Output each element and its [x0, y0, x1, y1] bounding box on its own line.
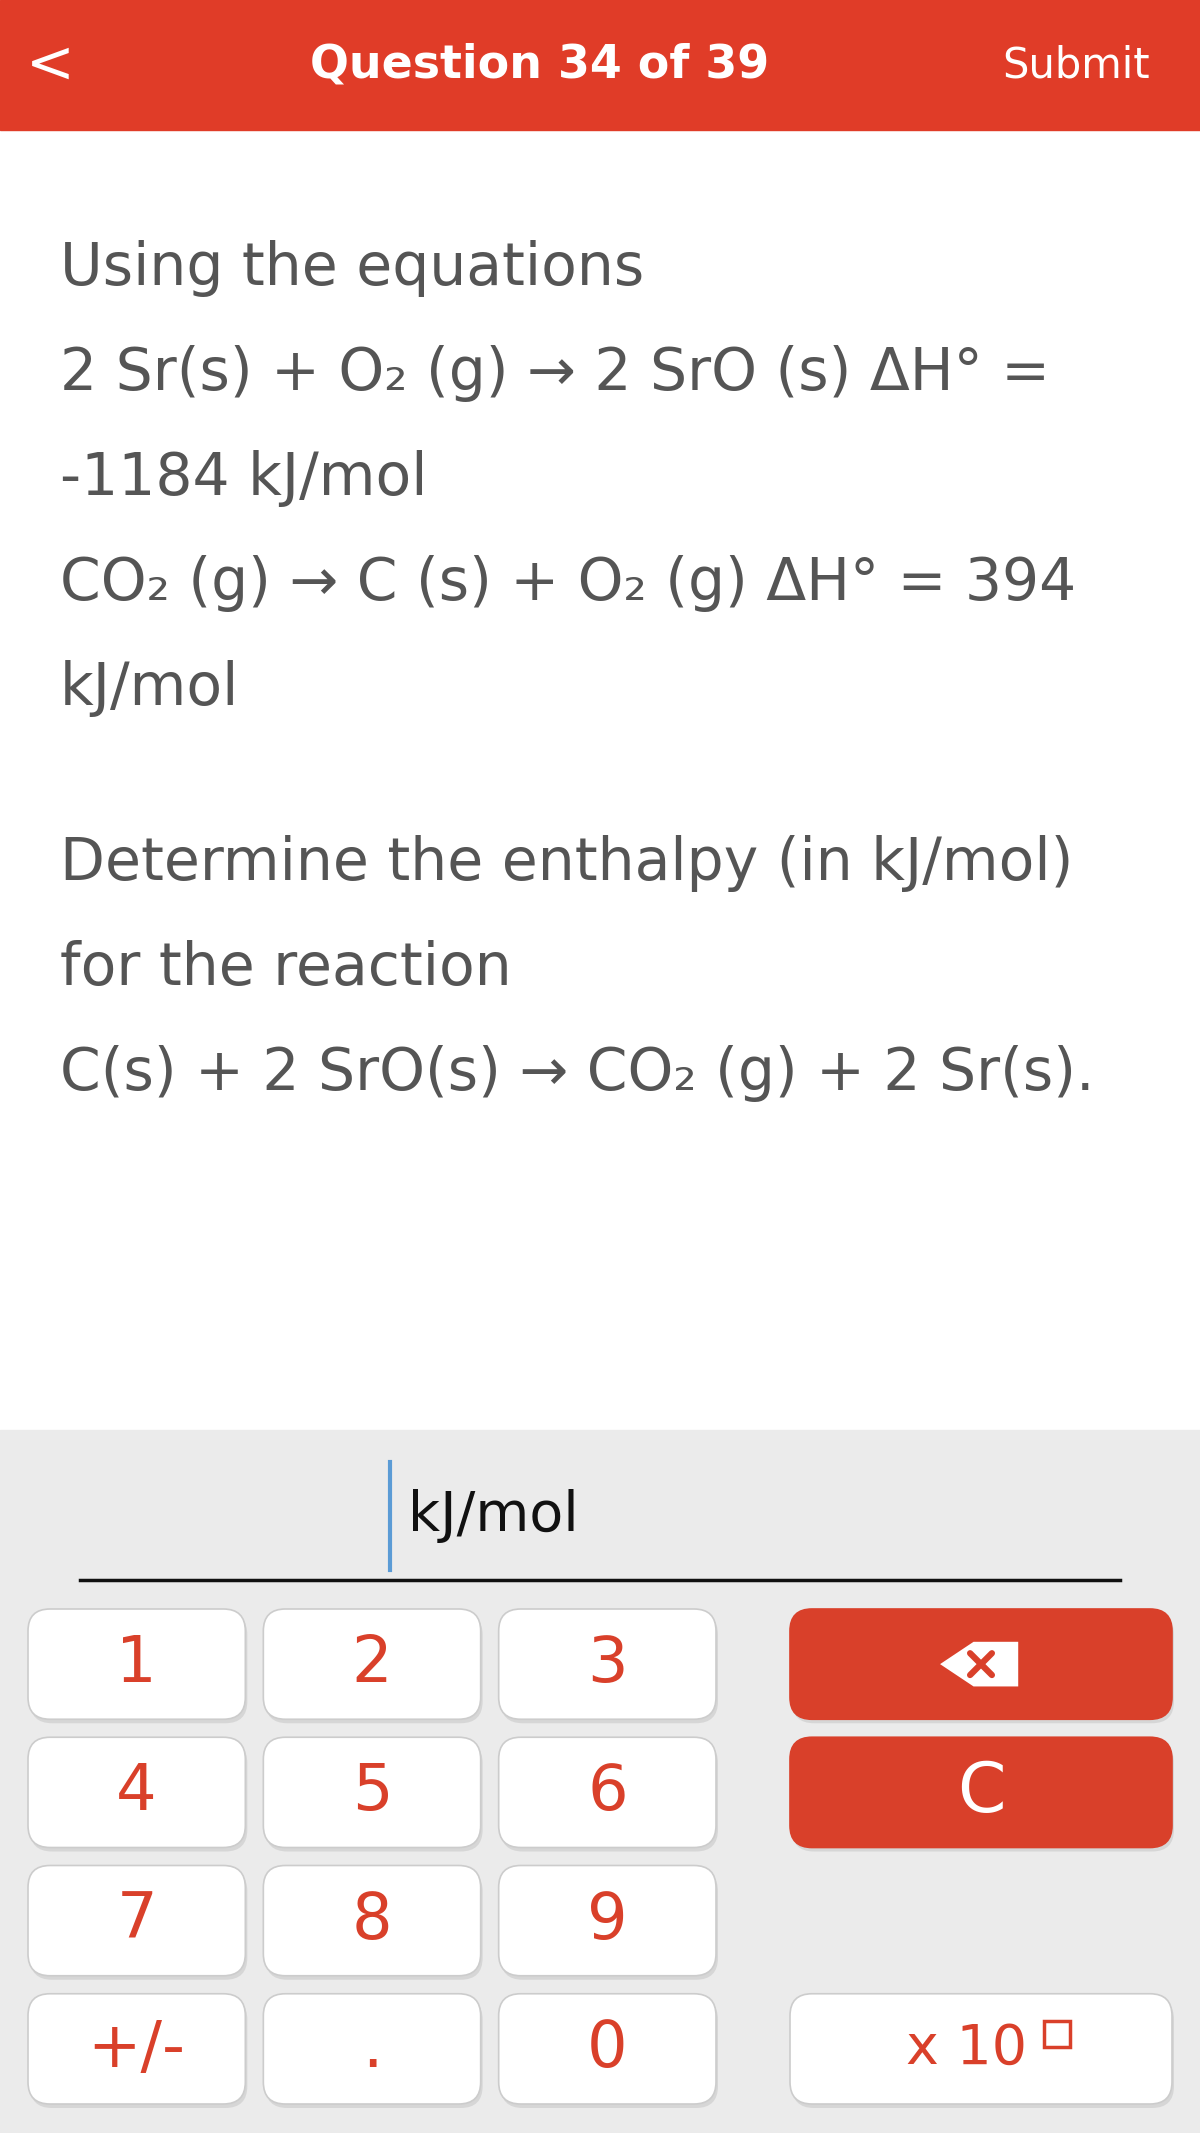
- FancyBboxPatch shape: [28, 1866, 245, 1975]
- FancyBboxPatch shape: [263, 1608, 481, 1719]
- FancyBboxPatch shape: [265, 1869, 482, 1979]
- Text: Using the equations: Using the equations: [60, 241, 644, 296]
- FancyBboxPatch shape: [265, 1741, 482, 1851]
- FancyBboxPatch shape: [500, 1999, 718, 2107]
- FancyBboxPatch shape: [265, 1999, 482, 2107]
- Text: kJ/mol: kJ/mol: [60, 659, 239, 717]
- Text: x 10: x 10: [906, 2022, 1026, 2075]
- FancyBboxPatch shape: [500, 1869, 718, 1979]
- FancyBboxPatch shape: [792, 1999, 1174, 2107]
- Text: 2: 2: [352, 1634, 392, 1696]
- FancyBboxPatch shape: [790, 1994, 1172, 2103]
- FancyBboxPatch shape: [30, 1613, 247, 1723]
- FancyBboxPatch shape: [30, 1999, 247, 2107]
- FancyBboxPatch shape: [792, 1613, 1174, 1723]
- FancyBboxPatch shape: [263, 1866, 481, 1975]
- Text: Determine the enthalpy (in kJ/mol): Determine the enthalpy (in kJ/mol): [60, 834, 1073, 892]
- FancyBboxPatch shape: [790, 1608, 1172, 1719]
- FancyBboxPatch shape: [265, 1613, 482, 1723]
- Text: Question 34 of 39: Question 34 of 39: [311, 43, 769, 87]
- FancyBboxPatch shape: [263, 1994, 481, 2103]
- FancyBboxPatch shape: [30, 1869, 247, 1979]
- FancyBboxPatch shape: [499, 1994, 716, 2103]
- Text: for the reaction: for the reaction: [60, 941, 511, 996]
- Text: kJ/mol: kJ/mol: [408, 1489, 578, 1542]
- FancyBboxPatch shape: [28, 1608, 245, 1719]
- Text: C: C: [956, 1760, 1006, 1826]
- Bar: [0, 0, 1200, 130]
- Text: 3: 3: [587, 1634, 628, 1696]
- Bar: [0, 130, 1200, 1429]
- FancyBboxPatch shape: [499, 1866, 716, 1975]
- FancyBboxPatch shape: [790, 1736, 1172, 1847]
- Text: Submit: Submit: [1002, 45, 1150, 85]
- FancyBboxPatch shape: [499, 1736, 716, 1847]
- Text: 1: 1: [116, 1634, 157, 1696]
- Text: C(s) + 2 SrO(s) → CO₂ (g) + 2 Sr(s).: C(s) + 2 SrO(s) → CO₂ (g) + 2 Sr(s).: [60, 1045, 1094, 1103]
- Polygon shape: [940, 1642, 1019, 1687]
- Text: .: .: [362, 2018, 382, 2080]
- Text: CO₂ (g) → C (s) + O₂ (g) ΔH° = 394: CO₂ (g) → C (s) + O₂ (g) ΔH° = 394: [60, 555, 1076, 612]
- Text: 5: 5: [352, 1762, 392, 1824]
- Text: 7: 7: [116, 1890, 157, 1952]
- FancyBboxPatch shape: [263, 1736, 481, 1847]
- Text: <: <: [25, 36, 74, 94]
- Text: 4: 4: [116, 1762, 157, 1824]
- Text: 9: 9: [587, 1890, 628, 1952]
- FancyBboxPatch shape: [499, 1608, 716, 1719]
- FancyBboxPatch shape: [28, 1736, 245, 1847]
- FancyBboxPatch shape: [500, 1741, 718, 1851]
- Text: +/-: +/-: [88, 2018, 186, 2080]
- Bar: [1044, 2020, 1070, 2048]
- FancyBboxPatch shape: [30, 1741, 247, 1851]
- Text: -1184 kJ/mol: -1184 kJ/mol: [60, 450, 427, 508]
- Text: 6: 6: [587, 1762, 628, 1824]
- Text: 0: 0: [587, 2018, 628, 2080]
- FancyBboxPatch shape: [792, 1741, 1174, 1851]
- Text: 2 Sr(s) + O₂ (g) → 2 SrO (s) ΔH° =: 2 Sr(s) + O₂ (g) → 2 SrO (s) ΔH° =: [60, 346, 1050, 401]
- FancyBboxPatch shape: [28, 1994, 245, 2103]
- Bar: [0, 1429, 1200, 2133]
- Text: 8: 8: [352, 1890, 392, 1952]
- FancyBboxPatch shape: [500, 1613, 718, 1723]
